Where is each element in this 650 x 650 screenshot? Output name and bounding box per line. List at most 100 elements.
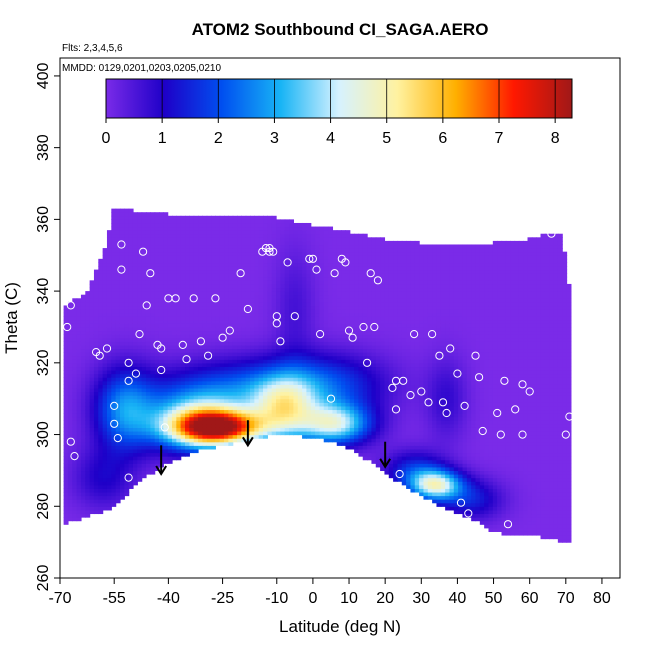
- heatmap-cell: [137, 319, 143, 324]
- heatmap-cell: [228, 398, 234, 403]
- heatmap-cell: [76, 459, 82, 464]
- heatmap-cell: [198, 402, 203, 407]
- heatmap-cell: [367, 438, 373, 443]
- heatmap-cell: [85, 384, 91, 389]
- heatmap-cell: [219, 366, 225, 371]
- heatmap-cell: [189, 301, 195, 307]
- heatmap-cell: [119, 373, 125, 378]
- heatmap-cell: [141, 273, 147, 278]
- heatmap-cell: [319, 391, 325, 396]
- heatmap-cell: [358, 266, 364, 271]
- heatmap-cell: [141, 255, 147, 260]
- heatmap-cell: [375, 305, 381, 310]
- heatmap-cell: [345, 248, 351, 253]
- heatmap-cell: [319, 326, 325, 332]
- heatmap-cell: [258, 309, 264, 314]
- heatmap-cell: [189, 294, 195, 299]
- heatmap-cell: [228, 326, 234, 332]
- heatmap-cell: [163, 230, 169, 235]
- heatmap-cell: [276, 359, 281, 364]
- heatmap-cell: [145, 452, 151, 457]
- heatmap-cell: [72, 517, 78, 522]
- heatmap-cell: [93, 481, 99, 486]
- heatmap-cell: [63, 423, 69, 428]
- heatmap-cell: [80, 298, 86, 303]
- heatmap-cell: [145, 319, 151, 324]
- heatmap-cell: [284, 366, 290, 371]
- heatmap-cell: [93, 312, 99, 317]
- heatmap-cell: [332, 266, 338, 271]
- heatmap-cell: [115, 362, 121, 368]
- heatmap-cell: [280, 312, 286, 317]
- heatmap-cell: [228, 230, 234, 235]
- heatmap-cell: [271, 298, 277, 303]
- heatmap-cell: [332, 255, 338, 260]
- heatmap-cell: [158, 309, 164, 314]
- heatmap-cell: [115, 294, 121, 299]
- heatmap-cell: [345, 291, 351, 296]
- heatmap-cell: [206, 413, 212, 418]
- heatmap-cell: [263, 280, 268, 285]
- heatmap-cell: [310, 280, 316, 285]
- heatmap-cell: [224, 258, 229, 264]
- heatmap-cell: [384, 355, 390, 360]
- heatmap-cell: [180, 316, 186, 321]
- heatmap-cell: [206, 373, 212, 378]
- heatmap-cell: [310, 384, 316, 389]
- heatmap-cell: [371, 319, 377, 324]
- heatmap-cell: [289, 430, 294, 436]
- heatmap-cell: [280, 266, 286, 271]
- heatmap-cell: [384, 420, 390, 425]
- heatmap-cell: [176, 319, 182, 324]
- heatmap-cell: [254, 384, 260, 389]
- heatmap-cell: [154, 312, 160, 317]
- heatmap-cell: [137, 309, 143, 314]
- heatmap-cell: [163, 219, 169, 224]
- heatmap-cell: [119, 409, 125, 414]
- heatmap-cell: [72, 430, 78, 436]
- heatmap-cell: [154, 291, 160, 296]
- heatmap-cell: [336, 237, 342, 242]
- heatmap-cell: [211, 362, 216, 368]
- heatmap-cell: [93, 280, 99, 285]
- heatmap-cell: [328, 248, 334, 253]
- heatmap-cell: [258, 237, 264, 242]
- heatmap-cell: [141, 434, 147, 439]
- heatmap-cell: [85, 326, 91, 332]
- heatmap-cell: [76, 456, 82, 461]
- heatmap-cell: [302, 373, 307, 378]
- heatmap-cell: [258, 230, 264, 235]
- heatmap-cell: [141, 423, 147, 428]
- heatmap-cell: [176, 240, 182, 246]
- heatmap-cell: [232, 266, 238, 271]
- heatmap-cell: [276, 348, 281, 353]
- heatmap-cell: [354, 355, 360, 360]
- heatmap-cell: [202, 373, 208, 378]
- heatmap-cell: [241, 326, 247, 332]
- heatmap-cell: [384, 301, 390, 307]
- heatmap-cell: [167, 459, 173, 464]
- heatmap-cell: [362, 452, 368, 457]
- heatmap-cell: [380, 456, 386, 461]
- heatmap-cell: [63, 305, 69, 310]
- heatmap-cell: [380, 258, 386, 264]
- heatmap-cell: [189, 276, 195, 281]
- heatmap-cell: [315, 319, 321, 324]
- heatmap-cell: [128, 237, 134, 242]
- heatmap-cell: [224, 391, 229, 396]
- heatmap-cell: [332, 334, 338, 339]
- heatmap-cell: [145, 258, 151, 264]
- heatmap-cell: [137, 337, 143, 342]
- heatmap-cell: [132, 330, 138, 335]
- heatmap-cell: [284, 416, 290, 421]
- heatmap-cell: [119, 230, 125, 235]
- heatmap-cell: [319, 434, 325, 439]
- heatmap-cell: [232, 409, 238, 414]
- heatmap-cell: [380, 301, 386, 307]
- heatmap-cell: [89, 323, 95, 328]
- heatmap-cell: [315, 244, 321, 249]
- heatmap-cell: [172, 294, 177, 299]
- heatmap-cell: [80, 463, 86, 468]
- heatmap-cell: [232, 387, 238, 393]
- heatmap-cell: [362, 448, 368, 454]
